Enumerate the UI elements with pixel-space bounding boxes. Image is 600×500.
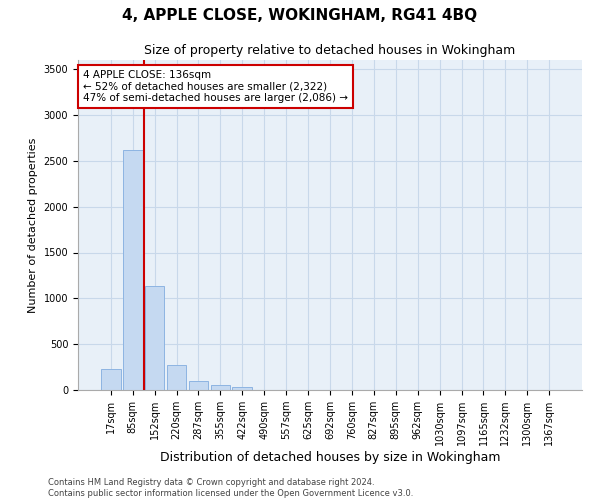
Title: Size of property relative to detached houses in Wokingham: Size of property relative to detached ho…	[145, 44, 515, 58]
Text: 4, APPLE CLOSE, WOKINGHAM, RG41 4BQ: 4, APPLE CLOSE, WOKINGHAM, RG41 4BQ	[122, 8, 478, 22]
Bar	[145, 286, 164, 390]
Text: 4 APPLE CLOSE: 136sqm
← 52% of detached houses are smaller (2,322)
47% of semi-d: 4 APPLE CLOSE: 136sqm ← 52% of detached …	[83, 70, 348, 103]
Bar	[232, 387, 252, 390]
Bar	[123, 150, 143, 390]
Bar	[211, 386, 230, 390]
X-axis label: Distribution of detached houses by size in Wokingham: Distribution of detached houses by size …	[160, 451, 500, 464]
Text: Contains HM Land Registry data © Crown copyright and database right 2024.
Contai: Contains HM Land Registry data © Crown c…	[48, 478, 413, 498]
Y-axis label: Number of detached properties: Number of detached properties	[28, 138, 38, 312]
Bar	[188, 381, 208, 390]
Bar	[167, 365, 187, 390]
Bar	[101, 369, 121, 390]
